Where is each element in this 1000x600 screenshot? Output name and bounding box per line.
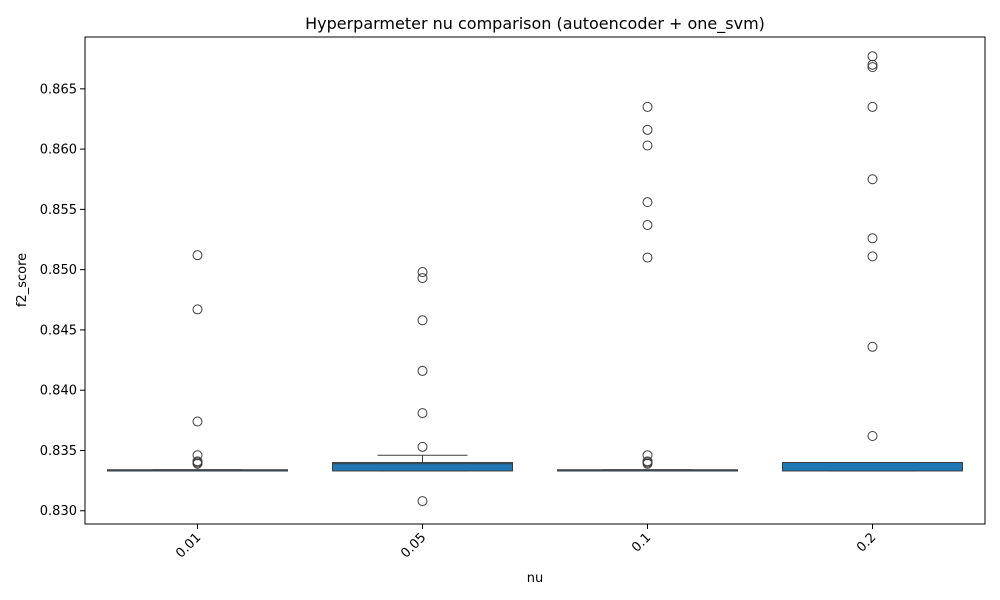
- box-body: [782, 462, 963, 472]
- outlier-point: [192, 250, 203, 261]
- chart-title: Hyperparmeter nu comparison (autoencoder…: [305, 14, 765, 34]
- y-tick-label: 0.840: [40, 384, 77, 399]
- box-group: [782, 51, 963, 472]
- outlier-point: [417, 273, 428, 284]
- outlier-point: [867, 62, 878, 73]
- y-tick-label: 0.855: [40, 203, 77, 218]
- plot-area: [107, 51, 963, 507]
- outlier-point: [867, 341, 878, 352]
- outlier-point: [642, 450, 653, 461]
- outlier-point: [417, 365, 428, 376]
- outlier-point: [867, 59, 878, 70]
- outlier-point: [417, 267, 428, 278]
- outlier-point: [642, 101, 653, 112]
- box-group: [557, 101, 738, 472]
- outlier-point: [867, 251, 878, 262]
- outlier-point: [417, 315, 428, 326]
- outlier-point: [642, 220, 653, 231]
- outlier-point: [417, 408, 428, 419]
- outlier-point: [192, 416, 203, 427]
- outlier-point: [867, 101, 878, 112]
- y-axis-title: f2_score: [15, 253, 30, 307]
- outlier-point: [642, 140, 653, 151]
- y-tick-label: 0.830: [40, 504, 77, 519]
- outlier-point: [867, 431, 878, 442]
- y-tick-label: 0.850: [40, 263, 77, 278]
- outlier-point: [642, 197, 653, 208]
- box-group: [107, 250, 288, 472]
- outlier-point: [642, 458, 653, 469]
- box-body: [332, 462, 513, 472]
- y-tick-label: 0.860: [40, 143, 77, 158]
- outlier-point: [867, 174, 878, 185]
- y-tick-label: 0.835: [40, 444, 77, 459]
- y-tick-label: 0.845: [40, 323, 77, 338]
- outlier-point: [642, 252, 653, 263]
- box-group: [332, 267, 513, 507]
- y-axis: 0.830 0.835 0.840 0.845 0.850 0.855 0.860 0.865: [40, 82, 85, 519]
- outlier-point: [867, 51, 878, 62]
- outlier-point: [642, 124, 653, 135]
- outlier-point: [192, 304, 203, 315]
- outlier-point: [192, 458, 203, 469]
- x-axis-title: nu: [527, 571, 543, 586]
- y-tick-label: 0.865: [40, 82, 77, 97]
- outlier-point: [417, 441, 428, 452]
- outlier-point: [417, 496, 428, 507]
- outlier-point: [192, 450, 203, 461]
- plot-frame: [84, 36, 986, 525]
- outlier-point: [867, 233, 878, 244]
